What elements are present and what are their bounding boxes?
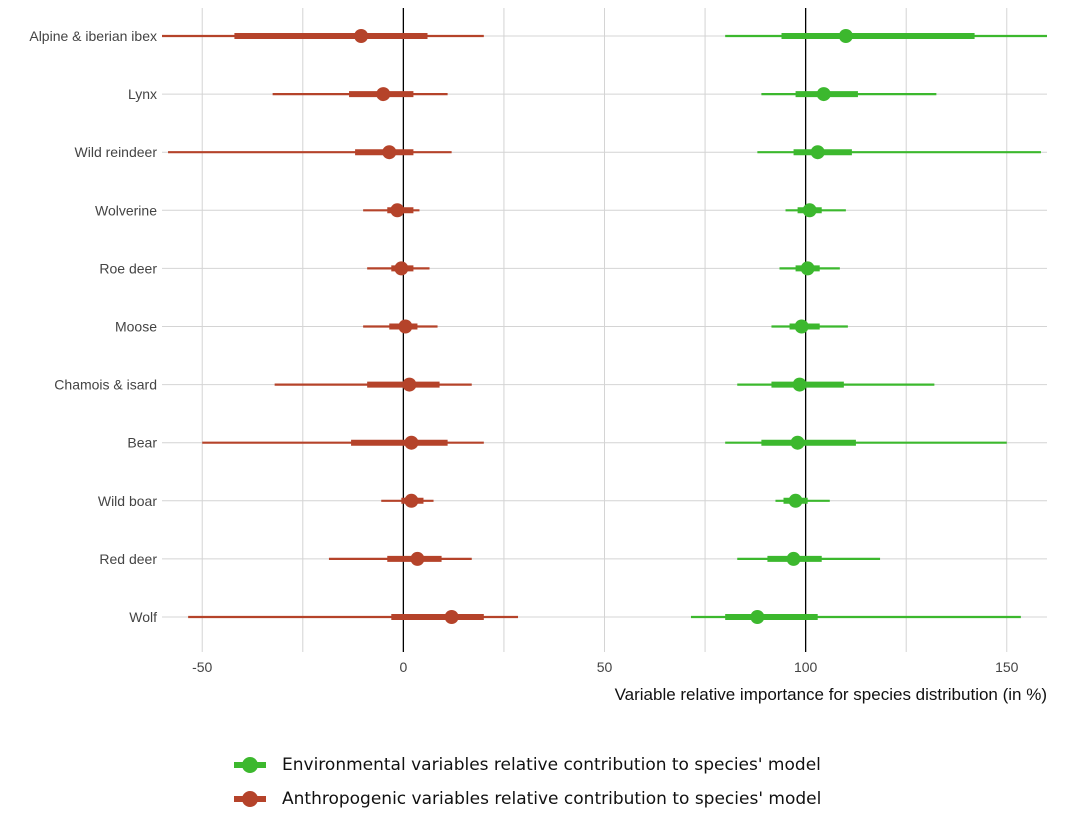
y-tick-label-red-deer: Red deer bbox=[99, 551, 157, 567]
y-tick-label-lynx: Lynx bbox=[128, 86, 157, 102]
legend-label-environmental: Environmental variables relative contrib… bbox=[282, 755, 821, 775]
estimate-point-moose bbox=[794, 319, 809, 334]
y-axis-labels: Alpine & iberian ibex Lynx Wild reindeer Wo… bbox=[29, 28, 157, 625]
x-tick-label: -50 bbox=[192, 659, 212, 675]
estimate-point-chamois-isard bbox=[402, 377, 417, 392]
y-tick-label-wolf: Wolf bbox=[129, 609, 157, 625]
legend-label-anthropogenic: Anthropogenic variables relative contrib… bbox=[282, 789, 822, 809]
legend-key-dot bbox=[242, 757, 258, 773]
estimate-point-bear bbox=[790, 435, 805, 450]
y-tick-label-chamois-isard: Chamois & isard bbox=[54, 377, 157, 393]
series-environmental bbox=[690, 29, 1047, 624]
series-layer bbox=[162, 29, 1047, 624]
x-axis-tick-labels: -50 0 50 100 150 bbox=[192, 659, 1019, 675]
estimate-point-bear bbox=[404, 435, 419, 450]
x-tick-label: 100 bbox=[794, 659, 818, 675]
x-axis-title: Variable relative importance for species… bbox=[615, 685, 1047, 704]
estimate-point-red-deer bbox=[786, 551, 801, 566]
y-tick-label-alpine-iberian-ibex: Alpine & iberian ibex bbox=[29, 28, 157, 44]
estimate-point-wild-reindeer bbox=[382, 145, 397, 160]
estimate-point-lynx bbox=[816, 87, 831, 102]
estimate-point-chamois-isard bbox=[792, 377, 807, 392]
grid-layer bbox=[162, 8, 1047, 652]
series-anthropogenic bbox=[162, 29, 519, 624]
estimate-point-roe-deer bbox=[394, 261, 409, 276]
forest-chart: Alpine & iberian ibex Lynx Wild reindeer Wo… bbox=[29, 8, 1047, 704]
legend-key-anthropogenic-icon bbox=[232, 789, 268, 809]
y-tick-label-moose: Moose bbox=[115, 319, 157, 335]
estimate-point-red-deer bbox=[410, 551, 425, 566]
legend-item-environmental: Environmental variables relative contrib… bbox=[232, 748, 821, 782]
estimate-point-wolverine bbox=[390, 203, 405, 218]
estimate-point-wild-reindeer bbox=[810, 145, 825, 160]
y-tick-label-wolverine: Wolverine bbox=[95, 202, 157, 218]
x-tick-label: 50 bbox=[597, 659, 613, 675]
estimate-point-alpine-iberian-ibex bbox=[838, 29, 853, 43]
estimate-point-wolf bbox=[750, 610, 765, 624]
estimate-point-wolf bbox=[444, 610, 459, 624]
x-tick-label: 0 bbox=[399, 659, 407, 675]
y-tick-label-roe-deer: Roe deer bbox=[99, 260, 157, 276]
y-tick-label-wild-reindeer: Wild reindeer bbox=[75, 144, 158, 160]
estimate-point-roe-deer bbox=[800, 261, 815, 276]
legend: Environmental variables relative contrib… bbox=[232, 748, 821, 816]
legend-key-environmental-icon bbox=[232, 755, 268, 775]
y-tick-label-wild-boar: Wild boar bbox=[98, 493, 157, 509]
y-tick-label-bear: Bear bbox=[127, 435, 157, 451]
estimate-point-wolverine bbox=[802, 203, 817, 218]
legend-item-anthropogenic: Anthropogenic variables relative contrib… bbox=[232, 782, 821, 816]
x-tick-label: 150 bbox=[995, 659, 1019, 675]
estimate-point-lynx bbox=[376, 87, 391, 102]
estimate-point-wild-boar bbox=[788, 493, 803, 508]
estimate-point-moose bbox=[398, 319, 413, 334]
estimate-point-wild-boar bbox=[404, 493, 419, 508]
estimate-point-alpine-iberian-ibex bbox=[354, 29, 369, 43]
legend-key-dot bbox=[242, 791, 258, 807]
